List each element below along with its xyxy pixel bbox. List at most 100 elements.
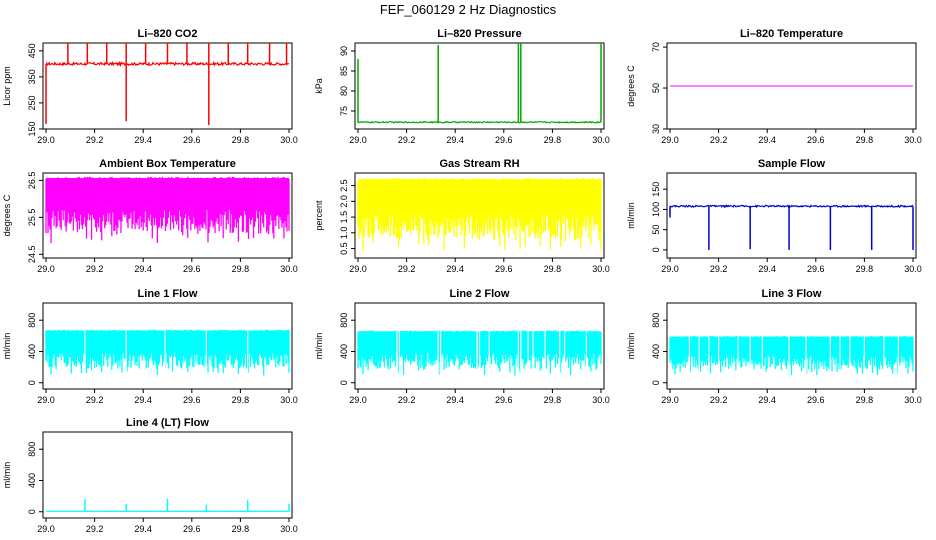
- x-tick-label-line1: 29.8: [232, 395, 250, 405]
- x-tick-label-sample: 29.2: [710, 264, 728, 274]
- x-tick-label-temp: 29.6: [807, 135, 825, 145]
- figure-title: FEF_060129 2 Hz Diagnostics: [379, 2, 557, 17]
- x-tick-label-sample: 30.0: [904, 264, 922, 274]
- y-axis-label-ambient: degrees C: [2, 194, 12, 236]
- y-tick-label-line3: 800: [651, 313, 661, 328]
- panel-title-line2: Line 2 Flow: [450, 288, 510, 300]
- x-tick-label-rh: 29.2: [398, 264, 416, 274]
- y-tick-label-line2: 400: [339, 344, 349, 359]
- x-tick-label-line1: 29.0: [37, 395, 55, 405]
- y-tick-label-line3: 400: [651, 344, 661, 359]
- panel-title-sample: Sample Flow: [758, 158, 826, 170]
- band-core-rh: [358, 179, 601, 212]
- x-tick-label-ambient: 29.4: [134, 264, 152, 274]
- chart-temp: Li–820 Temperature 29.0 29.2 29.4 29.6 29.8 30…: [626, 28, 922, 145]
- chart-ambient: Ambient Box Temperature 29.0 29.2 29.4 29.6 2…: [2, 158, 298, 274]
- x-tick-label-line4: 30.0: [280, 524, 298, 534]
- y-tick-label-rh: 1.0: [339, 227, 349, 240]
- series-rh: [357, 177, 602, 252]
- chart-co2: Li–820 CO2 29.0 29.2 29.4 29.6 29.8 30.0 150 250…: [2, 28, 298, 145]
- series-line-sample: [669, 204, 914, 209]
- chart-line3: Line 3 Flow 29.0 29.2 29.4 29.6 29.8 30.0 0 400 8…: [626, 288, 922, 405]
- band-core-line3: [670, 336, 913, 354]
- plot-frame-ambient: [42, 172, 293, 259]
- chart-line2: Line 2 Flow 29.0 29.2 29.4 29.6 29.8 30.0 0 400 8…: [314, 288, 610, 405]
- x-tick-label-co2: 29.6: [183, 135, 201, 145]
- panel-title-line1: Line 1 Flow: [138, 288, 198, 300]
- plot-frame-rh: [354, 172, 605, 259]
- y-tick-label-line2: 0: [339, 380, 349, 385]
- y-tick-label-rh: 2.5: [339, 179, 349, 192]
- x-tick-label-line2: 29.6: [495, 395, 513, 405]
- x-tick-label-sample: 29.4: [758, 264, 776, 274]
- y-tick-label-ambient: 24.5: [27, 246, 37, 264]
- band-core-ambient: [46, 178, 289, 207]
- y-tick-label-line4: 0: [27, 509, 37, 514]
- x-tick-label-line4: 29.2: [86, 524, 104, 534]
- x-tick-label-line1: 29.4: [134, 395, 152, 405]
- y-axis-label-temp: degrees C: [626, 65, 636, 107]
- y-axis-label-line2: ml/min: [314, 333, 324, 360]
- chart-line4: Line 4 (LT) Flow 29.0 29.2 29.4 29.6 29.8 30.0…: [2, 417, 298, 534]
- x-tick-label-line2: 29.8: [544, 395, 562, 405]
- x-tick-label-pressure: 30.0: [592, 135, 610, 145]
- x-tick-label-line2: 29.2: [398, 395, 416, 405]
- y-tick-label-pressure: 90: [339, 46, 349, 56]
- y-tick-label-rh: 0.5: [339, 242, 349, 255]
- y-tick-label-pressure: 75: [339, 106, 349, 116]
- y-tick-label-pressure: 85: [339, 66, 349, 76]
- y-tick-label-temp: 50: [651, 83, 661, 93]
- x-tick-label-pressure: 29.0: [349, 135, 367, 145]
- panel-title-line4: Line 4 (LT) Flow: [126, 417, 209, 429]
- x-tick-label-temp: 30.0: [904, 135, 922, 145]
- x-tick-label-rh: 29.6: [495, 264, 513, 274]
- y-tick-label-rh: 2.0: [339, 195, 349, 208]
- series-pressure: [357, 43, 602, 124]
- y-tick-label-line1: 400: [27, 344, 37, 359]
- y-tick-label-sample: 0: [651, 247, 661, 252]
- x-tick-label-line1: 29.6: [183, 395, 201, 405]
- x-tick-label-line1: 29.2: [86, 395, 104, 405]
- series-ambient: [45, 176, 290, 244]
- plot-frame-line2: [354, 302, 605, 390]
- y-axis-label-line4: ml/min: [2, 462, 12, 489]
- panel-title-temp: Li–820 Temperature: [740, 28, 843, 40]
- y-axis-label-sample: ml/min: [626, 202, 636, 229]
- series-line4: [45, 498, 290, 513]
- x-tick-label-line1: 30.0: [280, 395, 298, 405]
- y-tick-label-line4: 400: [27, 473, 37, 488]
- x-tick-label-sample: 29.8: [856, 264, 874, 274]
- x-tick-label-line4: 29.8: [232, 524, 250, 534]
- x-tick-label-line3: 29.2: [710, 395, 728, 405]
- y-tick-label-co2: 450: [27, 43, 37, 58]
- plot-frame-sample: [666, 172, 917, 259]
- y-tick-label-temp: 70: [651, 42, 661, 52]
- panel-title-co2: Li–820 CO2: [138, 28, 198, 40]
- x-tick-label-temp: 29.0: [661, 135, 679, 145]
- y-axis-label-co2: Licor ppm: [2, 66, 12, 106]
- series-line3: [669, 335, 914, 376]
- x-tick-label-rh: 29.4: [446, 264, 464, 274]
- x-tick-label-sample: 29.0: [661, 264, 679, 274]
- x-tick-label-co2: 29.8: [232, 135, 250, 145]
- y-axis-label-pressure: kPa: [314, 78, 324, 94]
- x-tick-label-ambient: 29.2: [86, 264, 104, 274]
- y-tick-label-co2: 150: [27, 121, 37, 136]
- y-tick-label-rh: 1.5: [339, 211, 349, 224]
- plot-frame-line1: [42, 302, 293, 390]
- y-tick-label-co2: 350: [27, 69, 37, 84]
- x-tick-label-sample: 29.6: [807, 264, 825, 274]
- y-tick-label-line2: 800: [339, 313, 349, 328]
- chart-rh: Gas Stream RH 29.0 29.2 29.4 29.6 29.8 30.0 0.5…: [314, 158, 610, 274]
- panel-title-line3: Line 3 Flow: [762, 288, 822, 300]
- x-tick-label-rh: 30.0: [592, 264, 610, 274]
- panel-title-ambient: Ambient Box Temperature: [99, 158, 236, 170]
- x-tick-label-co2: 29.0: [37, 135, 55, 145]
- x-tick-label-ambient: 29.8: [232, 264, 250, 274]
- y-tick-label-temp: 30: [651, 124, 661, 134]
- x-tick-label-line3: 29.8: [856, 395, 874, 405]
- y-axis-label-line3: ml/min: [626, 333, 636, 360]
- x-tick-label-temp: 29.8: [856, 135, 874, 145]
- plot-frame-line4: [42, 431, 293, 519]
- x-tick-label-line3: 30.0: [904, 395, 922, 405]
